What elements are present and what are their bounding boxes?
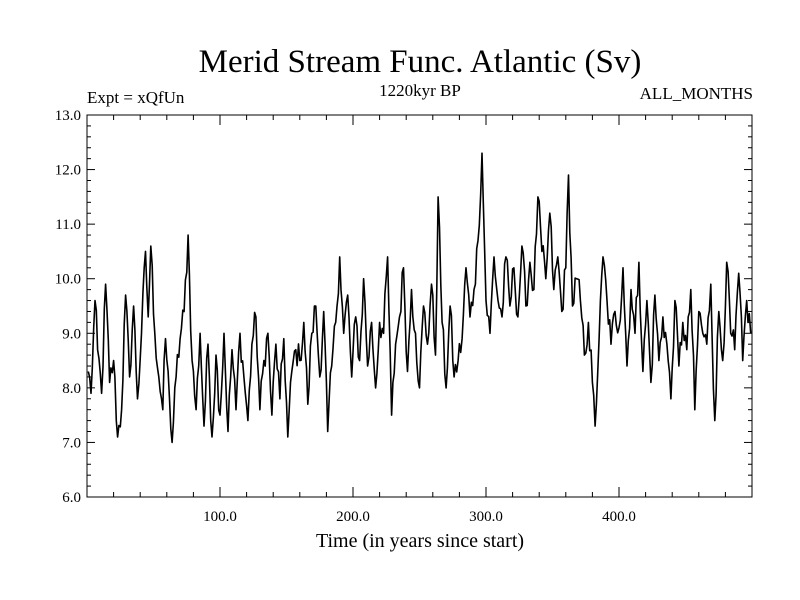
plot-frame [86,114,753,498]
y-tick-label-1: 7.0 [62,435,81,451]
chart-title: Merid Stream Func. Atlantic (Sv) [199,44,642,80]
series-group [87,152,752,444]
y-tick-label-5: 11.0 [55,217,81,233]
x-tick-label-2: 300.0 [469,509,503,525]
x-tick-label-1: 200.0 [336,509,370,525]
y-tick-label-7: 13.0 [55,108,81,124]
period-label: 1220kyr BP [379,81,461,100]
x-tick-label-3: 400.0 [602,509,636,525]
y-tick-label-0: 6.0 [62,490,81,506]
y-tick-label-6: 12.0 [55,163,81,179]
experiment-label: Expt = xQfUn [87,88,185,107]
plot-axes: 6.0 7.0 8.0 9.0 10.0 11.0 12.0 13.0 100.0 200.0 30… [55,108,752,525]
y-tick-label-2: 8.0 [62,381,81,397]
x-tick-label-0: 100.0 [203,509,237,525]
y-tick-label-4: 10.0 [55,272,81,288]
x-axis-label: Time (in years since start) [316,530,524,552]
series-line-0 [87,152,752,444]
y-tick-label-3: 9.0 [62,326,81,342]
months-label: ALL_MONTHS [640,84,753,103]
